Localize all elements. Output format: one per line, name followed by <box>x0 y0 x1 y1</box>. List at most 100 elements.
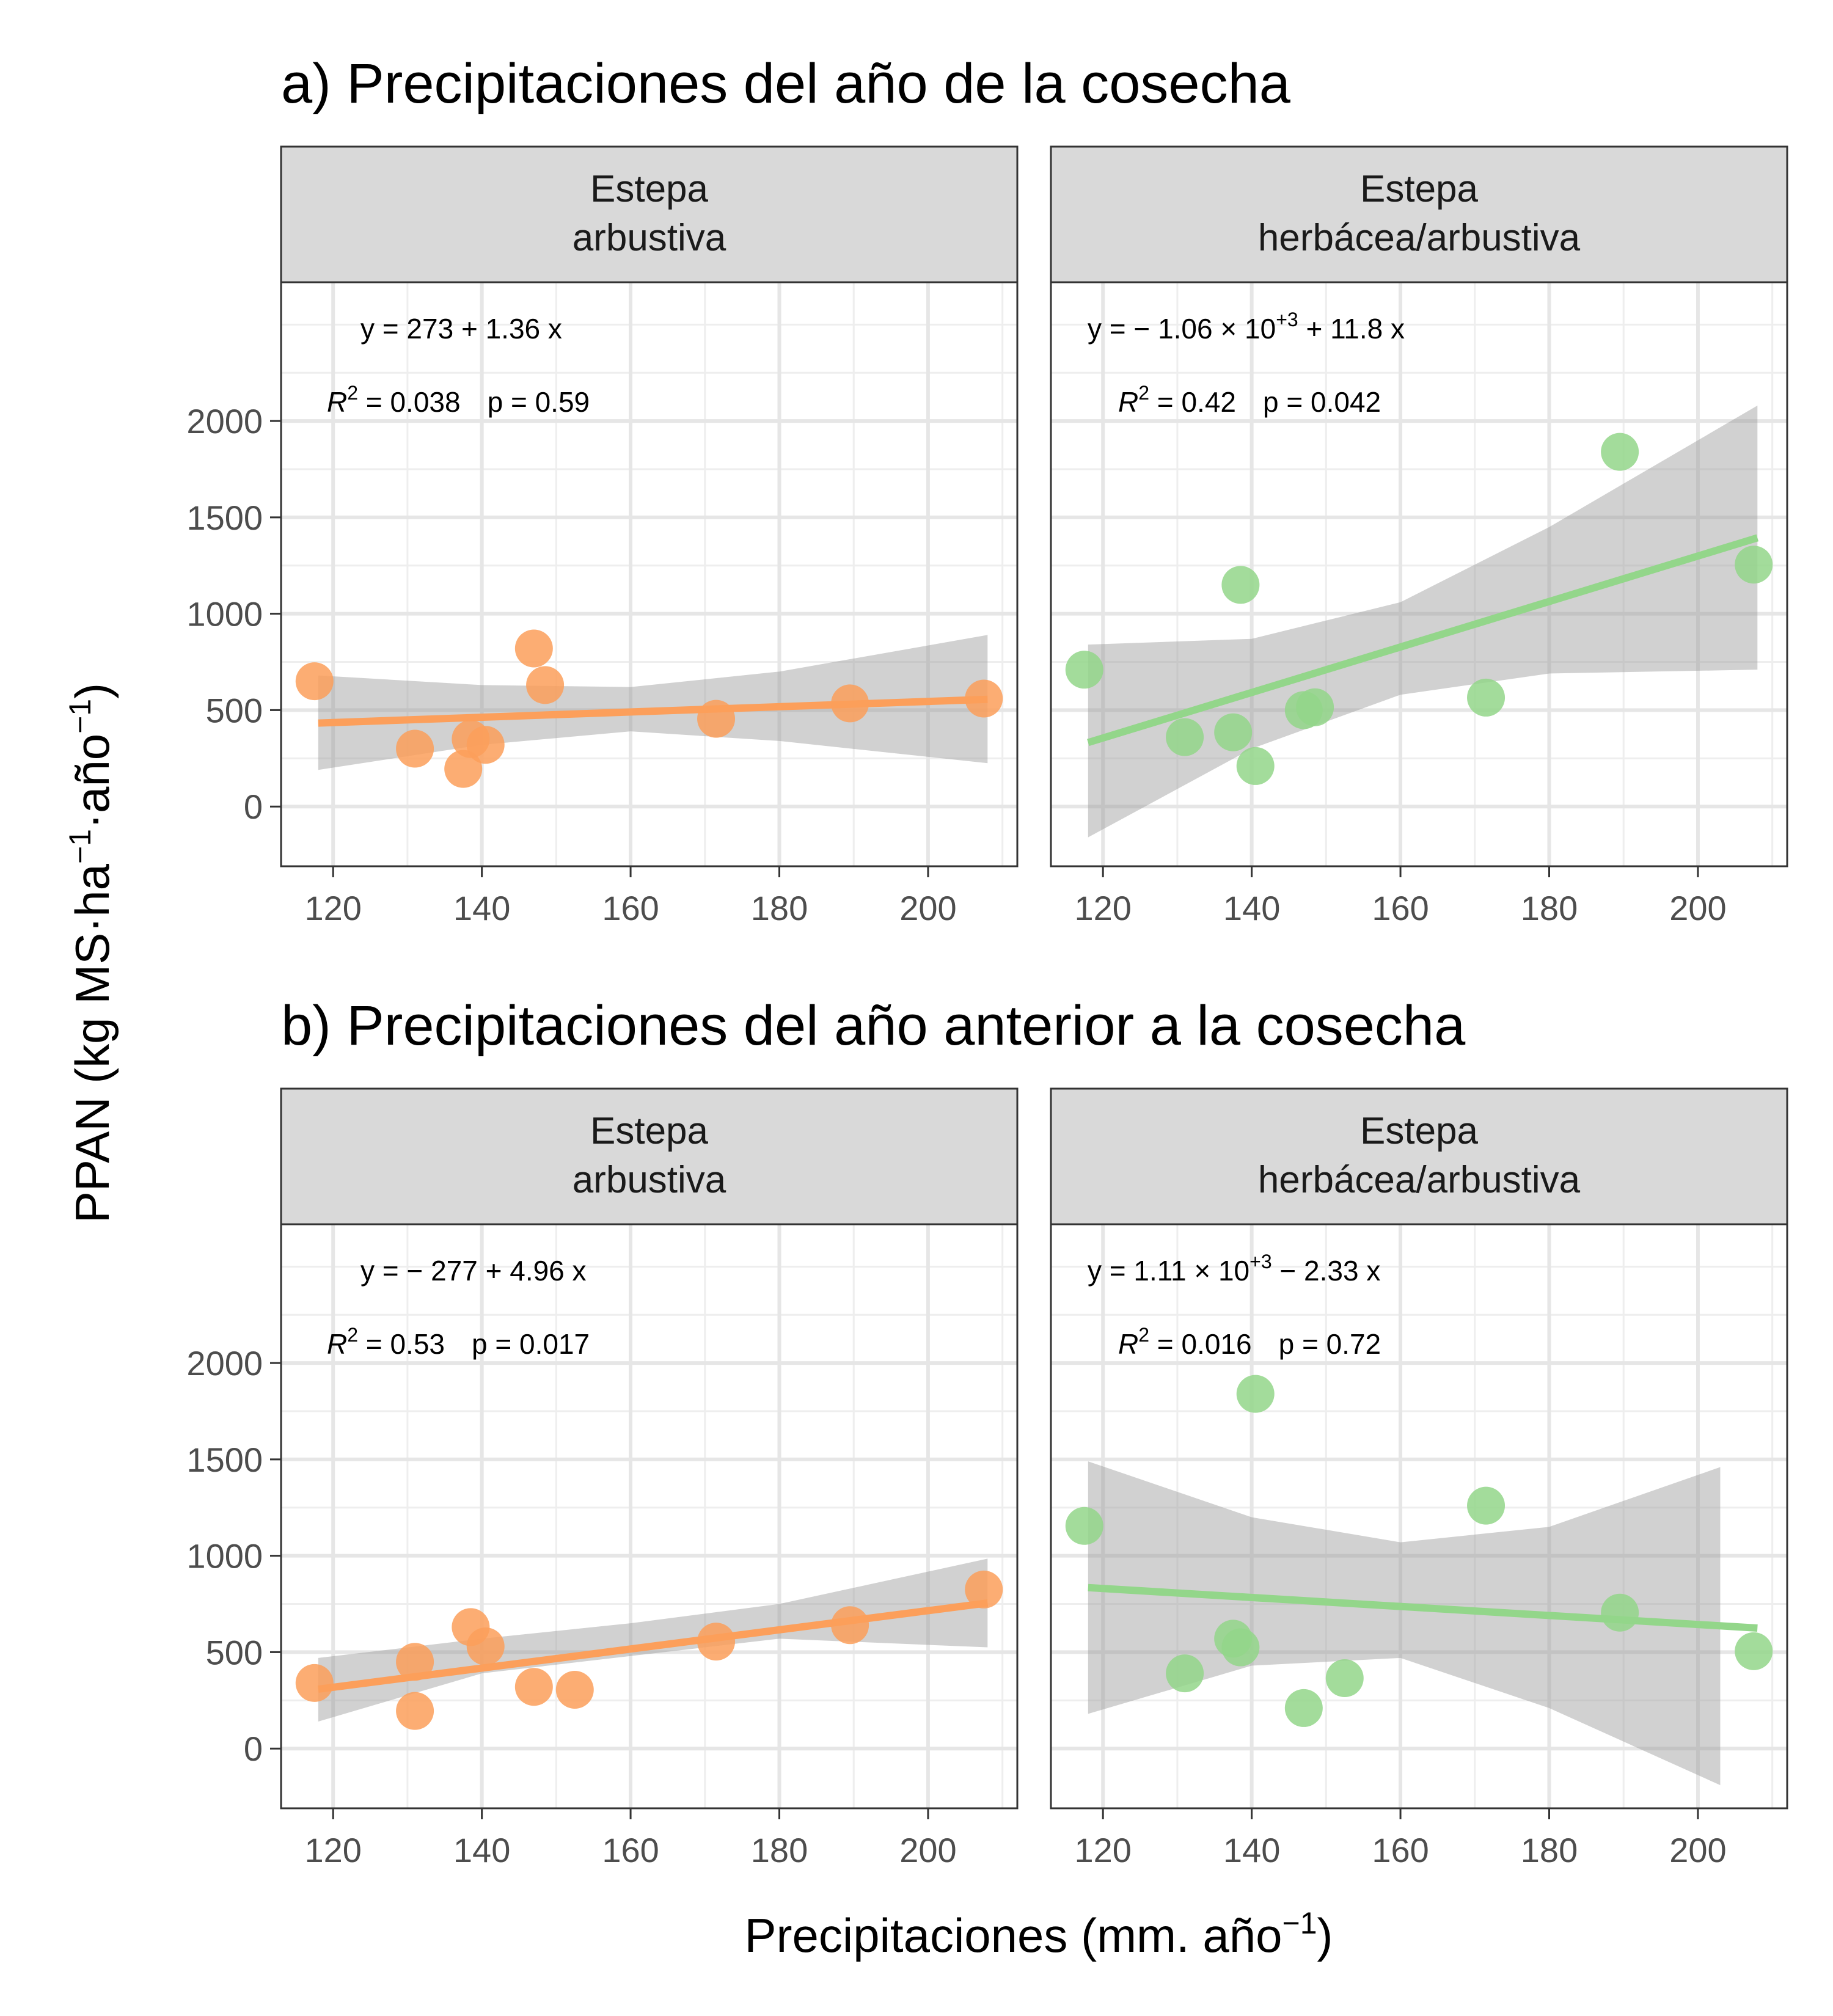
x-tick-label: 200 <box>899 1831 956 1869</box>
equation-rhs: + 11.8 x <box>1298 313 1405 345</box>
data-point <box>466 726 505 764</box>
data-point <box>396 1692 434 1730</box>
x-tick-label: 180 <box>1521 889 1578 927</box>
p-value: p = 0.59 <box>488 386 590 418</box>
y-axis-title-end: ) <box>65 683 119 699</box>
data-point <box>831 684 869 723</box>
r2-sup: 2 <box>347 382 358 404</box>
panel-border <box>1050 1223 1788 1810</box>
data-point <box>396 1643 434 1681</box>
x-tick-label: 140 <box>1223 889 1280 927</box>
equation-rhs: − 2.33 x <box>1272 1255 1381 1287</box>
x-tick-label: 120 <box>1074 889 1131 927</box>
data-point <box>965 679 1003 718</box>
data-point <box>396 729 434 768</box>
data-point <box>1166 718 1204 756</box>
p-value: p = 0.72 <box>1279 1328 1381 1360</box>
facet-strip-label-line1: Estepa <box>1360 168 1479 210</box>
regression-equation: y = 273 + 1.36 x <box>360 313 562 345</box>
data-point <box>1467 1486 1506 1525</box>
data-point <box>295 1664 334 1702</box>
r2-label: R <box>327 386 347 418</box>
r2-label: R <box>1118 1328 1138 1360</box>
y-tick-label: 1000 <box>186 595 263 634</box>
x-tick-label: 140 <box>1223 1831 1280 1869</box>
x-tick-label: 160 <box>602 889 659 927</box>
data-point <box>1284 1689 1323 1727</box>
facet-strip-label-line1: Estepa <box>590 168 709 210</box>
p-value: p = 0.042 <box>1263 386 1381 418</box>
x-tick-label: 160 <box>1372 1831 1429 1869</box>
equation-lhs: y = 273 + 1.36 x <box>360 313 562 345</box>
data-point <box>555 1670 594 1709</box>
regression-line <box>1087 534 1759 747</box>
data-point <box>1601 433 1639 471</box>
data-point <box>1236 1375 1275 1413</box>
x-tick-label: 160 <box>602 1831 659 1869</box>
r2-value: = 0.53 <box>358 1328 445 1360</box>
regression-stats: R2 = 0.016 p = 0.72 <box>1118 1324 1381 1360</box>
x-axis-title: Precipitaciones (mm. año−1) <box>744 1906 1333 1962</box>
x-tick-label: 180 <box>751 1831 808 1869</box>
y-axis-title-sup2: −1 <box>63 699 97 734</box>
data-point <box>466 1627 505 1665</box>
y-axis-title-mid: ·año <box>65 734 119 829</box>
data-point <box>295 662 334 701</box>
x-tick-label: 120 <box>304 889 361 927</box>
data-point <box>1065 1507 1103 1545</box>
facet-strip-label-line2: arbustiva <box>573 217 726 259</box>
r2-value: = 0.038 <box>358 386 461 418</box>
data-point <box>965 1570 1003 1609</box>
regression-line <box>318 1599 989 1693</box>
row-title-a: a) Precipitaciones del año de la cosecha <box>281 53 1291 115</box>
data-point <box>514 629 553 668</box>
data-point <box>1221 1628 1260 1667</box>
y-axis-title-sup1: −1 <box>63 829 97 864</box>
regression-equation: y = 1.11 × 10+3 − 2.33 x <box>1088 1251 1380 1287</box>
regression-stats: R2 = 0.038 p = 0.59 <box>327 382 590 418</box>
regression-line <box>318 695 988 727</box>
equation-lhs: y = − 1.06 × 10 <box>1088 313 1276 345</box>
x-axis-title-end: ) <box>1317 1908 1333 1962</box>
x-tick-label: 160 <box>1372 889 1429 927</box>
r2-sup: 2 <box>1138 1324 1149 1346</box>
data-point <box>1221 566 1260 604</box>
y-tick-label: 0 <box>244 1729 263 1768</box>
data-point <box>697 1623 736 1661</box>
y-tick-label: 2000 <box>186 1344 263 1382</box>
data-point <box>1735 1632 1773 1670</box>
data-point <box>1735 546 1773 584</box>
data-point <box>1325 1659 1364 1698</box>
panel-0-1: Estepa herbácea/arbustiva 120 140 160 180 200 y… <box>1050 145 1788 927</box>
data-point <box>514 1668 553 1706</box>
data-point <box>526 666 565 704</box>
facet-strip <box>280 1087 1019 1225</box>
plot-area <box>281 1224 1017 1808</box>
data-point <box>1236 747 1275 785</box>
data-point <box>1296 688 1334 726</box>
x-tick-label: 200 <box>1669 1831 1726 1869</box>
panel-border <box>280 1223 1019 1810</box>
regression-line <box>1088 1583 1758 1632</box>
equation-lhs: y = 1.11 × 10 <box>1088 1255 1249 1287</box>
y-axis-title: PPAN (kg MS·ha−1·año−1) <box>63 683 119 1223</box>
data-point <box>1601 1593 1639 1632</box>
x-axis-title-main: Precipitaciones (mm. año <box>744 1908 1282 1962</box>
r2-label: R <box>327 1328 347 1360</box>
facet-strip-label-line1: Estepa <box>1360 1110 1479 1152</box>
row-title-b: b) Precipitaciones del año anterior a la… <box>281 995 1466 1057</box>
confidence-ribbon <box>1088 405 1758 838</box>
r2-sup: 2 <box>1138 382 1149 404</box>
plot-area <box>1051 282 1787 866</box>
y-tick-label: 500 <box>206 1633 263 1671</box>
regression-equation: y = − 277 + 4.96 x <box>360 1255 587 1287</box>
plot-area <box>1051 1224 1787 1808</box>
x-tick-label: 140 <box>453 1831 510 1869</box>
facet-strip <box>280 145 1019 283</box>
x-axis-title-sup: −1 <box>1282 1906 1317 1940</box>
r2-value: = 0.016 <box>1149 1328 1252 1360</box>
y-tick-label: 0 <box>244 787 263 826</box>
data-point <box>1214 713 1253 751</box>
